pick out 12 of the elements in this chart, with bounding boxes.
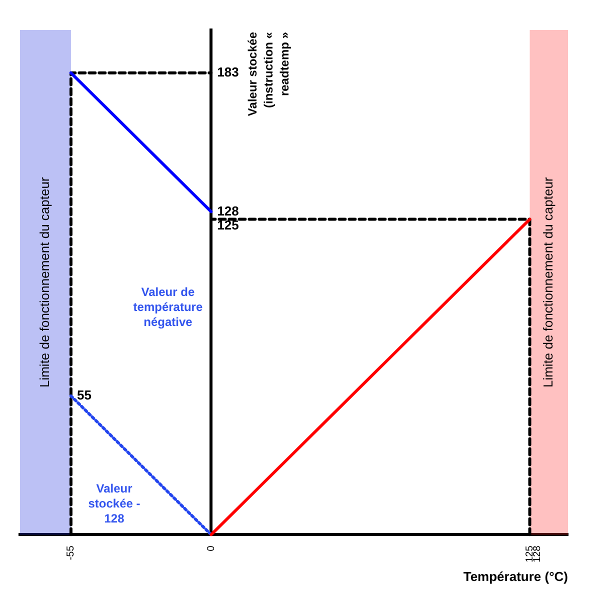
x-tick-label: -55 — [66, 545, 77, 560]
data-label: 128 — [217, 203, 239, 218]
data-label: 125 — [217, 217, 239, 232]
data-label: 55 — [76, 387, 92, 402]
x-axis-title: Température (°C) — [463, 568, 568, 584]
annotation: Valeur stockée - 128 — [88, 482, 140, 526]
annotation: Valeur de température négative — [133, 284, 203, 329]
band-label: Limite de fonctionnement du capteur — [540, 176, 556, 388]
y-axis-title: Valeur stockée (instruction « readtemp » — [245, 32, 292, 116]
x-tick-label: 0 — [206, 545, 217, 552]
data-label: 183 — [217, 64, 239, 80]
band-label: Limite de fonctionnement du capteur — [37, 176, 52, 388]
